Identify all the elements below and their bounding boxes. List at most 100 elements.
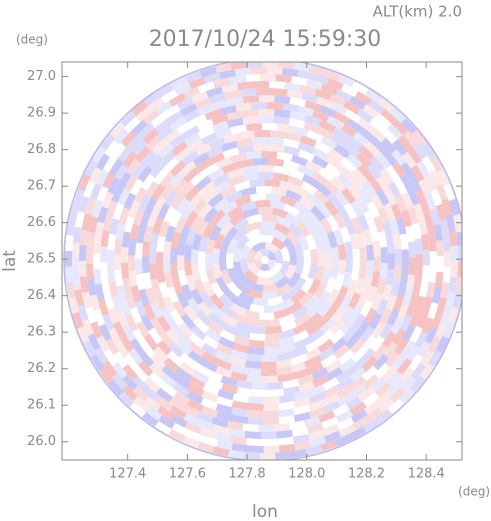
texture-cell xyxy=(326,115,345,130)
texture-cell xyxy=(314,140,333,155)
texture-cell xyxy=(129,222,140,241)
texture-cell xyxy=(219,220,235,237)
texture-cell xyxy=(115,309,129,328)
texture-cell xyxy=(78,172,92,192)
texture-cell xyxy=(150,277,162,296)
texture-cell xyxy=(185,382,205,397)
texture-cell xyxy=(267,250,277,261)
texture-cell xyxy=(185,273,197,292)
texture-cell xyxy=(314,222,329,240)
texture-cell xyxy=(120,245,129,263)
texture-cell xyxy=(117,390,135,408)
texture-cell xyxy=(166,109,186,125)
texture-cell xyxy=(248,303,265,313)
texture-cell xyxy=(321,384,341,399)
texture-cell xyxy=(162,356,180,373)
texture-cell xyxy=(155,395,174,412)
texture-cell xyxy=(368,312,383,331)
texture-cell xyxy=(316,96,336,110)
texture-cell xyxy=(293,185,311,199)
x-tick-label: 127.4 xyxy=(109,467,146,482)
texture-cell xyxy=(93,345,109,365)
y-tick-label: 26.0 xyxy=(27,434,56,449)
texture-cell xyxy=(178,351,196,368)
texture-cell xyxy=(194,410,214,424)
texture-cell xyxy=(136,359,154,377)
texture-cell xyxy=(107,232,117,251)
texture-cell xyxy=(455,229,462,248)
texture-cell xyxy=(242,207,259,219)
texture-cell xyxy=(112,350,129,369)
texture-cell xyxy=(401,249,410,267)
texture-cell xyxy=(163,156,181,174)
texture-cell xyxy=(376,397,395,415)
texture-cell xyxy=(370,322,386,341)
texture-cell xyxy=(124,313,139,332)
texture-cell xyxy=(239,258,250,274)
texture-cell xyxy=(427,349,442,369)
texture-cell xyxy=(191,361,209,376)
texture-cell xyxy=(366,285,378,304)
texture-cell xyxy=(169,308,185,327)
texture-cell xyxy=(160,181,176,200)
texture-cell xyxy=(259,220,277,230)
texture-cell xyxy=(281,378,300,389)
texture-cell xyxy=(78,243,87,261)
texture-cell xyxy=(202,187,219,204)
texture-cell xyxy=(242,95,261,104)
texture-cell xyxy=(132,160,148,179)
texture-cell xyxy=(335,393,354,408)
texture-cell xyxy=(120,109,138,127)
texture-cell xyxy=(117,170,133,189)
texture-cell xyxy=(359,127,377,144)
texture-cell xyxy=(185,228,197,246)
texture-cell xyxy=(318,167,336,183)
texture-cell xyxy=(169,132,188,149)
texture-cell xyxy=(373,408,393,426)
texture-cell xyxy=(189,190,206,208)
texture-cell xyxy=(326,231,338,249)
texture-cell xyxy=(96,151,112,171)
texture-cell xyxy=(443,183,456,203)
texture-cell xyxy=(64,248,73,267)
texture-cell xyxy=(230,152,248,164)
texture-cell xyxy=(246,214,263,225)
texture-cell xyxy=(354,320,370,339)
texture-cell xyxy=(397,279,408,298)
texture-cell xyxy=(139,340,156,359)
texture-cell xyxy=(334,190,350,208)
texture-cell xyxy=(233,279,250,295)
texture-cell xyxy=(349,409,368,425)
texture-cell xyxy=(423,326,438,346)
texture-cell xyxy=(84,304,97,324)
texture-cell xyxy=(114,252,122,271)
texture-cell xyxy=(399,375,417,394)
texture-cell xyxy=(214,357,232,371)
texture-cell xyxy=(255,276,272,285)
texture-cell xyxy=(273,451,292,460)
texture-cell xyxy=(147,326,163,345)
radar-edge xyxy=(63,62,462,460)
texture-cell xyxy=(246,395,264,404)
texture-cell xyxy=(95,167,110,187)
texture-cell xyxy=(289,97,308,108)
texture-cell xyxy=(394,178,409,197)
texture-cell xyxy=(348,338,366,356)
texture-cell xyxy=(285,131,304,143)
texture-cell xyxy=(290,346,309,359)
texture-cell xyxy=(213,350,232,363)
texture-cell xyxy=(385,294,398,313)
texture-cell xyxy=(131,118,149,136)
texture-cell xyxy=(157,82,176,98)
texture-cell xyxy=(409,362,426,382)
texture-cell xyxy=(375,298,389,317)
texture-cell xyxy=(219,254,228,272)
texture-cell xyxy=(337,74,357,89)
texture-cell xyxy=(358,187,374,206)
texture-cell xyxy=(369,127,388,144)
texture-cell xyxy=(411,129,428,148)
texture-cell xyxy=(117,143,135,162)
texture-cell xyxy=(259,368,277,377)
texture-cell xyxy=(135,241,144,259)
texture-cell xyxy=(79,274,89,293)
